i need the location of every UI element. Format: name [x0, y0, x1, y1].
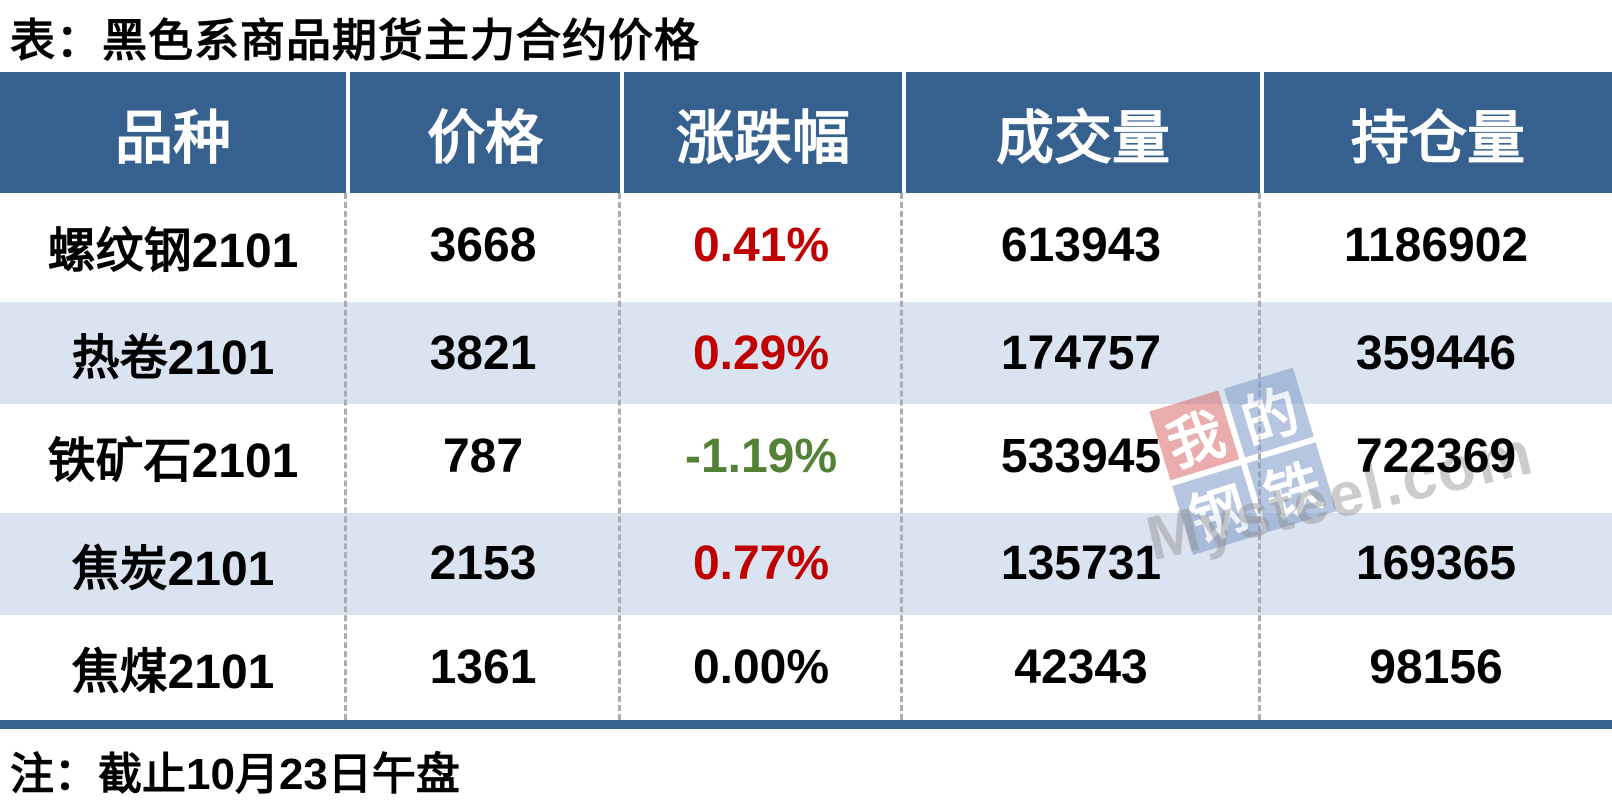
change-cell: 0.00% — [692, 640, 830, 694]
column-divider — [344, 193, 347, 720]
table-title: 表：黑色系商品期货主力合约价格 — [10, 15, 701, 66]
table-header-row: 品种 价格 涨跌幅 成交量 持仓量 — [0, 72, 1612, 193]
table-row: 焦炭2101 2153 0.77% 135731 169365 — [0, 509, 1612, 615]
header-change: 涨跌幅 — [620, 72, 902, 193]
volume-cell: 174757 — [1000, 326, 1162, 380]
header-price: 价格 — [346, 72, 620, 193]
variety-cell: 螺纹钢2101 — [47, 224, 299, 278]
header-variety: 品种 — [0, 72, 346, 193]
open-interest-cell: 169365 — [1355, 537, 1517, 591]
open-interest-cell: 359446 — [1355, 326, 1517, 380]
change-cell: 0.41% — [692, 219, 830, 273]
table-row: 焦煤2101 1361 0.00% 42343 98156 — [0, 615, 1612, 720]
volume-cell: 135731 — [1000, 537, 1162, 591]
table-footnote: 注：截止10月23日午盘 — [10, 750, 460, 799]
variety-cell: 焦煤2101 — [71, 646, 275, 700]
volume-cell: 613943 — [1000, 219, 1162, 273]
variety-cell: 热卷2101 — [71, 332, 275, 386]
table-row: 铁矿石2101 787 -1.19% 533945 722369 — [0, 404, 1612, 509]
volume-cell: 533945 — [1000, 429, 1162, 483]
variety-cell: 铁矿石2101 — [47, 435, 299, 489]
open-interest-cell: 98156 — [1369, 640, 1503, 694]
change-cell: 0.29% — [692, 326, 830, 380]
open-interest-cell: 1186902 — [1343, 219, 1529, 273]
table-row: 热卷2101 3821 0.29% 174757 359446 — [0, 298, 1612, 404]
price-cell: 787 — [442, 429, 524, 483]
column-divider — [900, 193, 903, 720]
header-open-interest: 持仓量 — [1260, 72, 1612, 193]
header-volume: 成交量 — [902, 72, 1260, 193]
change-cell: 0.77% — [692, 537, 830, 591]
open-interest-cell: 722369 — [1355, 429, 1517, 483]
price-cell: 3668 — [429, 219, 537, 273]
price-cell: 1361 — [429, 640, 537, 694]
column-divider — [1258, 193, 1261, 720]
table-bottom-border — [0, 719, 1612, 729]
table-row: 螺纹钢2101 3668 0.41% 613943 1186902 — [0, 193, 1612, 298]
price-cell: 3821 — [429, 326, 537, 380]
price-cell: 2153 — [429, 537, 537, 591]
futures-table: 品种 价格 涨跌幅 成交量 持仓量 螺纹钢2101 3668 0.41% 613… — [0, 72, 1612, 729]
variety-cell: 焦炭2101 — [71, 542, 275, 596]
volume-cell: 42343 — [1014, 640, 1148, 694]
column-divider — [618, 193, 621, 720]
change-cell: -1.19% — [684, 429, 838, 483]
